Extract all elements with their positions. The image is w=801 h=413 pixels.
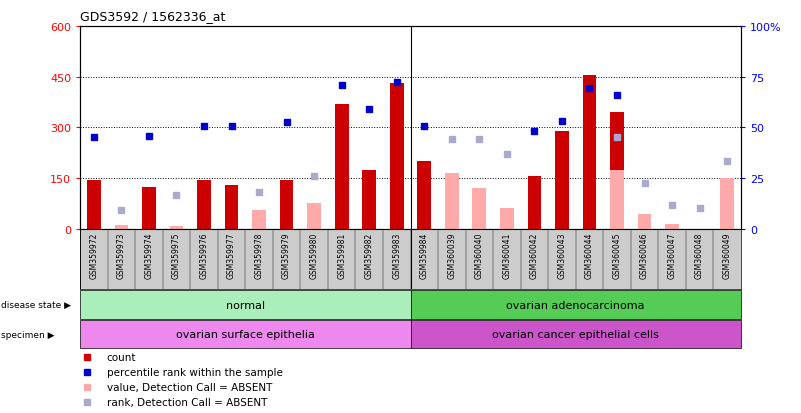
Text: rank, Detection Call = ABSENT: rank, Detection Call = ABSENT	[107, 396, 267, 406]
Text: GSM359981: GSM359981	[337, 232, 346, 278]
Text: GSM360047: GSM360047	[667, 232, 677, 279]
Text: GSM359979: GSM359979	[282, 232, 291, 279]
Text: GSM359978: GSM359978	[255, 232, 264, 278]
Bar	[308, 204, 321, 229]
Bar	[170, 226, 183, 229]
Text: GSM359977: GSM359977	[227, 232, 236, 279]
Bar	[555, 131, 569, 229]
Text: ovarian cancer epithelial cells: ovarian cancer epithelial cells	[493, 330, 659, 339]
Text: value, Detection Call = ABSENT: value, Detection Call = ABSENT	[107, 382, 272, 392]
Text: GSM359983: GSM359983	[392, 232, 401, 278]
Text: GSM360045: GSM360045	[613, 232, 622, 279]
Text: ovarian surface epithelia: ovarian surface epithelia	[176, 330, 315, 339]
Text: disease state ▶: disease state ▶	[1, 300, 70, 309]
Bar	[638, 214, 651, 229]
Bar	[417, 162, 431, 229]
Bar	[390, 84, 404, 229]
Bar	[582, 76, 597, 229]
Text: GSM360046: GSM360046	[640, 232, 649, 279]
Text: GSM360042: GSM360042	[530, 232, 539, 278]
Bar	[280, 180, 293, 229]
Bar	[115, 226, 128, 229]
Bar	[528, 177, 541, 229]
Text: GSM359973: GSM359973	[117, 232, 126, 279]
Bar	[252, 211, 266, 229]
Text: ovarian adenocarcinoma: ovarian adenocarcinoma	[506, 300, 645, 310]
Bar	[197, 180, 211, 229]
Text: specimen ▶: specimen ▶	[1, 330, 54, 339]
Text: count: count	[107, 353, 136, 363]
Bar	[445, 173, 459, 229]
Bar	[410, 320, 741, 349]
Text: GSM360044: GSM360044	[585, 232, 594, 279]
Text: GSM360039: GSM360039	[447, 232, 457, 279]
Text: GSM360040: GSM360040	[475, 232, 484, 279]
Text: GDS3592 / 1562336_at: GDS3592 / 1562336_at	[80, 10, 225, 23]
Bar	[224, 185, 239, 229]
Text: GSM359982: GSM359982	[364, 232, 374, 278]
Text: GSM360041: GSM360041	[502, 232, 511, 278]
Bar	[610, 113, 624, 229]
Text: GSM359972: GSM359972	[90, 232, 99, 278]
Bar	[500, 209, 513, 229]
Bar	[142, 187, 156, 229]
Bar	[473, 189, 486, 229]
Bar	[335, 104, 348, 229]
Text: GSM359980: GSM359980	[310, 232, 319, 278]
Bar	[410, 291, 741, 319]
Text: normal: normal	[226, 300, 265, 310]
Bar	[362, 170, 376, 229]
Text: GSM359976: GSM359976	[199, 232, 208, 279]
Bar	[80, 291, 411, 319]
Text: GSM360049: GSM360049	[723, 232, 731, 279]
Bar	[80, 320, 411, 349]
Bar	[610, 170, 624, 229]
Text: GSM359974: GSM359974	[144, 232, 154, 279]
Text: GSM359984: GSM359984	[420, 232, 429, 278]
Bar	[665, 224, 679, 229]
Text: GSM360043: GSM360043	[557, 232, 566, 279]
Text: GSM359975: GSM359975	[172, 232, 181, 279]
Bar	[720, 178, 734, 229]
Bar	[87, 180, 101, 229]
Text: GSM360048: GSM360048	[695, 232, 704, 278]
Text: percentile rank within the sample: percentile rank within the sample	[107, 367, 283, 377]
